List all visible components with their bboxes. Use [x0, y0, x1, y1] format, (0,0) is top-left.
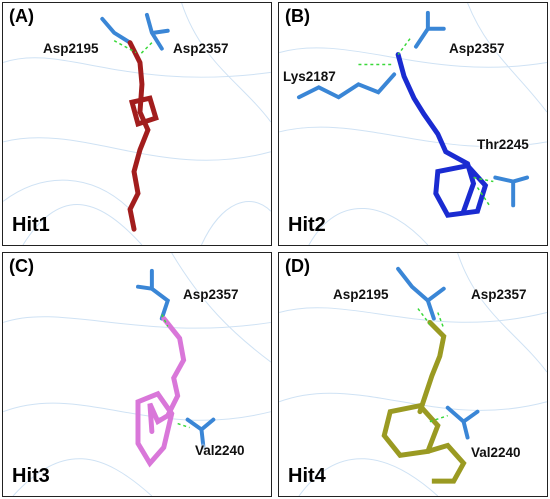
residue-label: Val2240 [195, 443, 245, 458]
ribbon-background [3, 3, 271, 245]
ligand-hit3 [147, 315, 187, 435]
panel-b-structure [279, 3, 547, 245]
ligand-hit3-ring [135, 390, 175, 468]
residue-sticks [100, 12, 170, 51]
panel-c: (C) Asp2357 Val2240 Hit3 [2, 252, 272, 497]
residue-label: Asp2357 [173, 41, 229, 56]
residue-label: Val2240 [471, 445, 521, 460]
residue-label: Asp2357 [449, 41, 505, 56]
hbonds [113, 40, 153, 56]
residue-label: Lys2187 [283, 69, 336, 84]
ligand-hit2 [395, 52, 477, 214]
panel-c-structure [3, 253, 271, 496]
ligand-hit2-ring [433, 162, 489, 218]
ligand-hit4-ring [381, 403, 441, 458]
residue-sticks [136, 268, 216, 450]
ligand-hit4-ring2 [427, 442, 467, 484]
ribbon-background [3, 253, 271, 496]
panel-label: (C) [9, 256, 34, 276]
hit-label: Hit1 [12, 214, 50, 236]
panel-label: (A) [9, 6, 34, 26]
residue-sticks [296, 10, 530, 208]
panel-label: (D) [285, 256, 310, 276]
residue-label: Asp2357 [471, 287, 527, 302]
ligand-hit4 [417, 319, 447, 415]
residue-label: Asp2195 [333, 287, 389, 302]
panel-label: (B) [285, 6, 310, 26]
residue-label: Asp2195 [43, 41, 99, 56]
hit-label: Hit4 [288, 465, 326, 487]
hit-label: Hit2 [288, 214, 326, 236]
residue-label: Asp2357 [183, 287, 239, 302]
hbonds [161, 314, 190, 429]
ribbon-background [279, 3, 547, 245]
panel-a: (A) Asp2195 Asp2357 Hit1 [2, 2, 272, 246]
panel-d-structure [279, 253, 547, 496]
hbonds [417, 308, 448, 423]
panel-a-structure [3, 3, 271, 245]
panel-d: (D) Asp2195 Asp2357 Val2240 Hit4 [278, 252, 548, 497]
hbonds [358, 38, 494, 206]
ligand-hit1-ring [128, 95, 159, 128]
residue-label: Thr2245 [477, 137, 529, 152]
hit-label: Hit3 [12, 465, 50, 487]
residue-sticks [396, 266, 480, 440]
ribbon-background [279, 253, 547, 496]
ligand-hit1 [127, 40, 151, 232]
panel-b: (B) Asp2357 Lys2187 Thr2245 Hit2 [278, 2, 548, 246]
